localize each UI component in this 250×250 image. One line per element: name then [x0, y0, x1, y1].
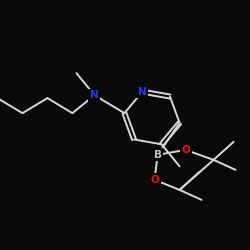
Text: N: N	[138, 87, 147, 97]
Text: O: O	[181, 145, 190, 155]
Text: B: B	[154, 150, 162, 160]
Text: O: O	[150, 175, 159, 185]
Text: N: N	[90, 90, 99, 100]
